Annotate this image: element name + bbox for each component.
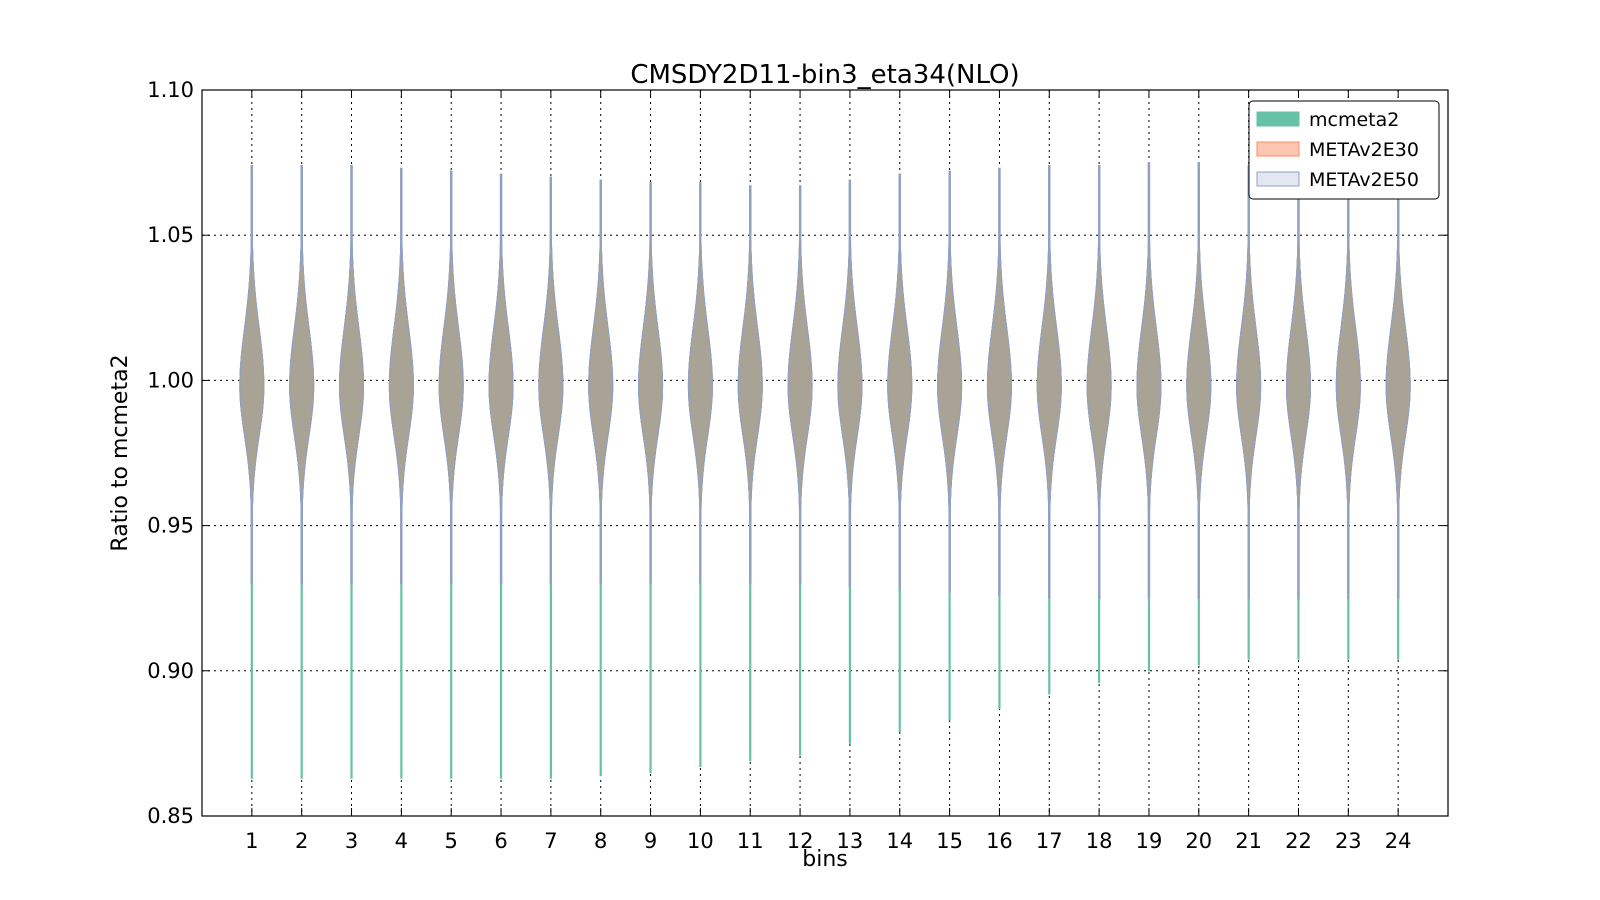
violin-overlap bbox=[488, 173, 514, 585]
violin-overlap bbox=[687, 182, 713, 585]
x-tick-label: 5 bbox=[445, 829, 458, 853]
x-tick-label: 19 bbox=[1136, 829, 1163, 853]
y-tick-label: 1.05 bbox=[147, 223, 194, 247]
violin-overlap bbox=[986, 167, 1012, 596]
x-tick-label: 1 bbox=[245, 829, 258, 853]
violin-overlap bbox=[1136, 162, 1162, 599]
violin-overlap bbox=[787, 185, 813, 585]
x-tick-label: 13 bbox=[837, 829, 864, 853]
violin-overlap bbox=[837, 179, 863, 588]
legend-label: mcmeta2 bbox=[1309, 109, 1399, 131]
violin-overlap bbox=[1086, 165, 1112, 599]
y-tick-label: 1.00 bbox=[147, 368, 194, 392]
y-tick-label: 0.85 bbox=[147, 804, 194, 828]
violin-overlap bbox=[239, 165, 265, 585]
x-tick-label: 16 bbox=[986, 829, 1013, 853]
violin-overlap bbox=[588, 179, 614, 585]
x-tick-label: 7 bbox=[544, 829, 557, 853]
violin-overlap bbox=[737, 185, 763, 585]
x-tick-label: 6 bbox=[494, 829, 507, 853]
legend-label: METAv2E30 bbox=[1309, 139, 1419, 161]
legend-label: METAv2E50 bbox=[1309, 169, 1419, 191]
violin-overlap bbox=[339, 165, 365, 585]
x-tick-label: 9 bbox=[644, 829, 657, 853]
violin-overlap bbox=[1385, 165, 1411, 599]
violins bbox=[239, 162, 1411, 779]
y-tick-label: 0.95 bbox=[147, 514, 194, 538]
chart-title: CMSDY2D11-bin3_eta34(NLO) bbox=[630, 60, 1019, 90]
violin-overlap bbox=[1285, 165, 1311, 599]
violin-overlap bbox=[538, 176, 564, 585]
x-tick-label: 2 bbox=[295, 829, 308, 853]
x-axis-ticks: 1 2 3 4 5 6 7 8 9 10 11 12 13 14 15 16 17 18 19 20 21 22 23 24 bbox=[245, 90, 1412, 853]
violin-overlap bbox=[937, 170, 963, 593]
x-tick-label: 20 bbox=[1185, 829, 1212, 853]
violin-overlap bbox=[887, 173, 913, 590]
x-tick-label: 21 bbox=[1235, 829, 1262, 853]
x-tick-label: 12 bbox=[787, 829, 814, 853]
x-tick-label: 23 bbox=[1335, 829, 1362, 853]
plot-frame bbox=[201, 89, 1449, 817]
x-tick-label: 3 bbox=[345, 829, 358, 853]
x-tick-label: 22 bbox=[1285, 829, 1312, 853]
legend-swatch bbox=[1256, 111, 1300, 127]
y-tick-label: 1.10 bbox=[147, 78, 194, 102]
violin-overlap bbox=[1186, 162, 1212, 599]
x-tick-label: 14 bbox=[886, 829, 913, 853]
x-tick-label: 18 bbox=[1086, 829, 1113, 853]
violin-overlap bbox=[1036, 165, 1062, 599]
x-axis-label: bins bbox=[802, 847, 847, 872]
violin-overlap bbox=[388, 167, 414, 585]
violin-overlap bbox=[438, 170, 464, 585]
x-tick-label: 17 bbox=[1036, 829, 1063, 853]
x-tick-label: 8 bbox=[594, 829, 607, 853]
legend-swatch bbox=[1256, 171, 1300, 187]
violin-overlap bbox=[289, 165, 315, 585]
violin-overlap bbox=[638, 182, 664, 585]
x-tick-label: 15 bbox=[936, 829, 963, 853]
x-tick-label: 11 bbox=[737, 829, 764, 853]
x-tick-label: 4 bbox=[395, 829, 408, 853]
violin-overlap bbox=[1335, 165, 1361, 599]
y-axis-label: Ratio to mcmeta2 bbox=[108, 354, 133, 551]
x-tick-label: 24 bbox=[1385, 829, 1412, 853]
violin-overlap bbox=[1236, 165, 1262, 599]
legend-swatch bbox=[1256, 141, 1300, 157]
legend: mcmeta2 METAv2E30 METAv2E50 bbox=[1248, 100, 1440, 200]
x-tick-label: 10 bbox=[687, 829, 714, 853]
y-axis-ticks: 0.85 0.90 0.95 1.00 1.05 1.10 bbox=[147, 78, 1448, 828]
y-tick-label: 0.90 bbox=[147, 659, 194, 683]
